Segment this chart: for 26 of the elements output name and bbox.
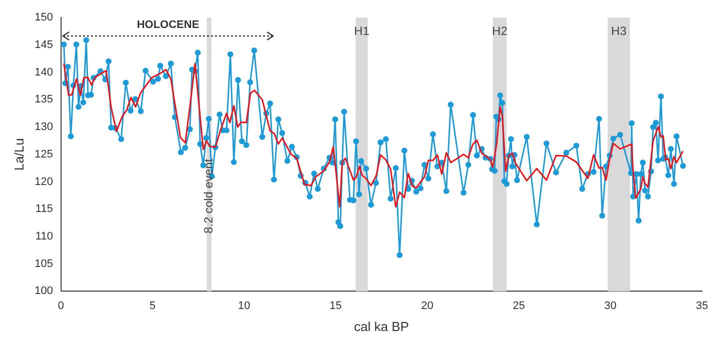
y-tick-label: 130 bbox=[34, 121, 53, 134]
y-tick-label: 120 bbox=[34, 176, 53, 188]
y-tick-label: 150 bbox=[34, 12, 53, 24]
band-label: H3 bbox=[611, 24, 627, 38]
y-tick-label: 100 bbox=[34, 285, 53, 298]
y-tick-label: 115 bbox=[35, 203, 53, 216]
y-axis-title: La/Lu bbox=[11, 138, 26, 171]
y-tick-label: 105 bbox=[34, 258, 53, 270]
y-tick-label: 135 bbox=[34, 94, 53, 106]
y-tick-label: 110 bbox=[35, 230, 53, 243]
band-label: H1 bbox=[354, 24, 370, 38]
x-axis-title: cal ka BP bbox=[354, 318, 409, 334]
y-tick-label: 125 bbox=[34, 148, 53, 160]
y-tick-label: 140 bbox=[34, 66, 53, 78]
x-tick-label: 5 bbox=[149, 300, 156, 312]
x-tick-label: 35 bbox=[696, 300, 708, 312]
x-tick-label: 0 bbox=[58, 300, 64, 312]
band-label: 8.2 cold event bbox=[201, 158, 216, 234]
band-label: H2 bbox=[492, 24, 508, 38]
y-tick-label: 145 bbox=[34, 38, 53, 51]
x-tick-label: 30 bbox=[604, 300, 617, 312]
x-tick-label: 10 bbox=[238, 300, 250, 312]
annotation: HOLOCENE bbox=[136, 18, 200, 31]
x-tick-label: 15 bbox=[330, 300, 342, 312]
x-tick-label: 20 bbox=[421, 300, 434, 312]
x-tick-label: 25 bbox=[512, 300, 525, 312]
